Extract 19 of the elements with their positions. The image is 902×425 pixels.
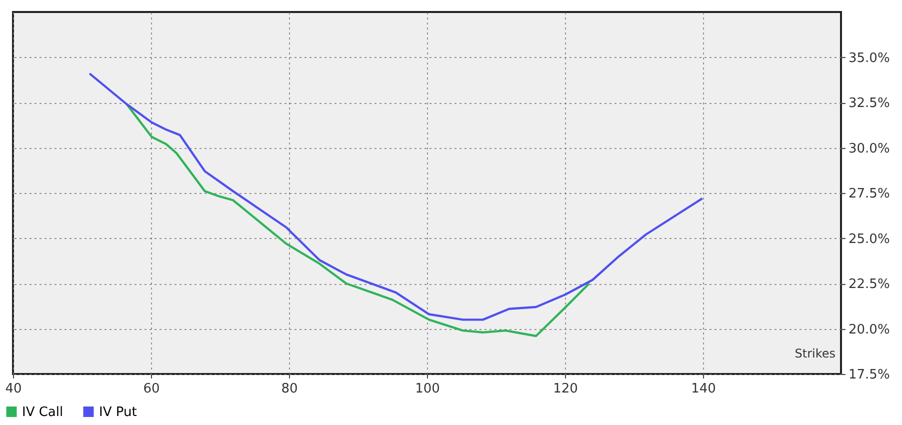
y-tick-label: 22.5% (848, 277, 890, 292)
x-tick-label: 120 (553, 382, 578, 396)
x-tick-label: 80 (281, 382, 298, 396)
y-tick-label: 35.0% (848, 50, 890, 66)
x-axis-title: Strikes (794, 346, 836, 360)
y-tick-label: 25.0% (848, 232, 890, 247)
y-tick-label: 17.5% (848, 368, 890, 382)
y-tick-label: 27.5% (848, 186, 890, 202)
x-tick-label: 140 (691, 382, 716, 396)
legend-label: IV Put (99, 404, 137, 420)
y-tick-label: 30.0% (848, 141, 890, 156)
x-tick-label: 60 (143, 382, 160, 396)
line-series (126, 103, 590, 338)
line-series (88, 72, 704, 321)
x-tick-label: 40 (5, 382, 22, 396)
legend-label: IV Call (22, 404, 64, 420)
y-tick-label: 20.0% (848, 322, 890, 338)
y-tick-label: 32.5% (848, 96, 890, 111)
x-tick-label: 100 (415, 382, 440, 396)
